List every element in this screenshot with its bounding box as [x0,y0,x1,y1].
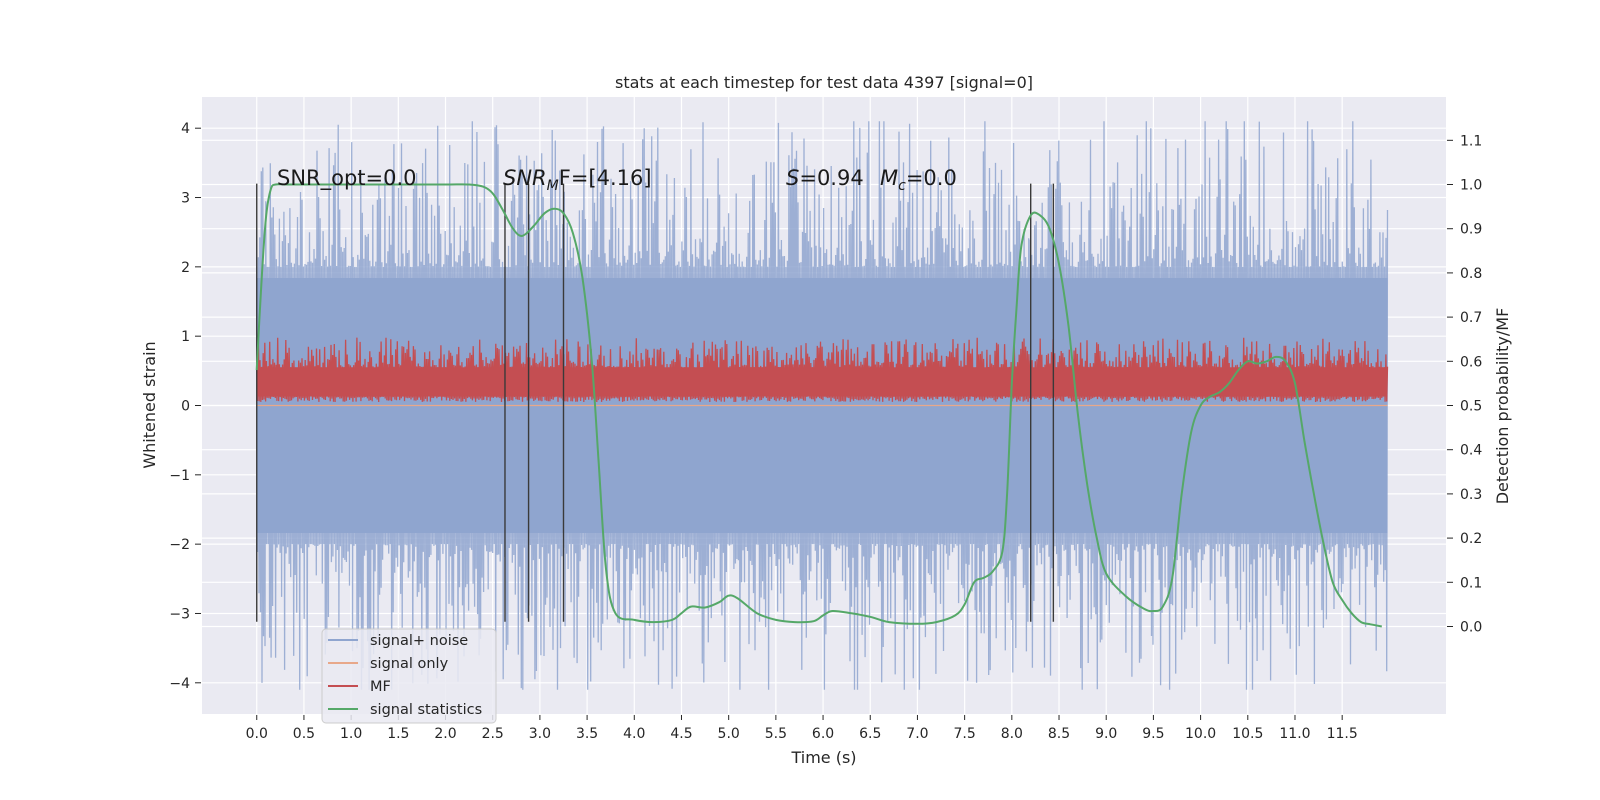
y-tick-label: −3 [169,606,190,622]
chart-title: stats at each timestep for test data 439… [615,73,1033,92]
x-tick-label: 7.0 [906,726,928,742]
x-tick-label: 5.5 [765,726,787,742]
y-tick-label: −1 [169,468,190,484]
y-axis-ticks: 4 3 2 1 0 −1 −2 −3 −4 [169,121,201,692]
x-tick-label: 2.5 [482,726,504,742]
y2-tick-label: 0.5 [1460,399,1482,415]
y2-tick-label: 0.2 [1460,531,1482,547]
x-tick-label: 3.0 [529,726,551,742]
x-tick-label: 11.0 [1279,726,1310,742]
annotation-s-base: S [786,166,799,190]
legend: signal+ noise signal only MF signal stat… [321,628,497,724]
legend-label-mf: MF [370,679,391,695]
annotation-mc-value: =0.0 [906,166,957,190]
x-tick-label: 6.0 [812,726,834,742]
annotation-s-value: =0.94 [799,166,863,190]
y-tick-label: 1 [181,329,190,345]
x-tick-label: 0.0 [246,726,268,742]
y2-axis-ticks: 1.1 1.0 0.9 0.8 0.7 0.6 0.5 0.4 0.3 0.2 0.1 0.0 [1447,133,1482,635]
y2-tick-label: 0.8 [1460,266,1482,282]
y2-tick-label: 0.3 [1460,487,1482,503]
x-tick-label: 10.5 [1232,726,1263,742]
y-axis-label: Whitened strain [140,341,159,468]
x-tick-label: 8.0 [1001,726,1023,742]
x-tick-label: 1.0 [340,726,362,742]
legend-label-signal-only: signal only [370,656,449,672]
series-signal-statistics-line [255,183,1383,628]
x-tick-label: 4.5 [670,726,692,742]
y2-axis-label: Detection probability/MF [1493,308,1512,505]
annotation-snr-opt: SNR_opt=0.0 [277,166,417,191]
y2-tick-label: 0.4 [1460,443,1482,459]
x-tick-label: 1.5 [387,726,409,742]
y2-tick-label: 1.0 [1460,178,1482,194]
x-tick-label: 5.0 [718,726,740,742]
annotation-snr-mf: SNRMF=[4.16] [503,166,652,194]
x-tick-label: 4.0 [623,726,645,742]
y2-tick-label: 0.9 [1460,222,1482,238]
x-tick-label: 11.5 [1327,726,1358,742]
y-tick-label: 2 [181,260,190,276]
y2-tick-label: 1.1 [1460,133,1482,149]
x-tick-label: 8.5 [1048,726,1070,742]
annotation-snr-mf-sub: M [547,178,559,194]
y2-tick-label: 0.1 [1460,575,1482,591]
x-tick-label: 0.5 [293,726,315,742]
x-tick-label: 9.0 [1095,726,1117,742]
series-mf-band [256,367,1388,397]
y2-tick-label: 0.0 [1460,619,1482,635]
vertical-markers [256,183,1055,622]
y2-tick-label: 0.7 [1460,310,1482,326]
y-tick-label: −2 [169,537,190,553]
legend-box [321,628,497,724]
y-tick-label: −4 [169,676,190,692]
y-tick-label: 0 [181,399,190,415]
x-tick-label: 6.5 [859,726,881,742]
y-tick-label: 3 [181,191,190,207]
annotation-mc-sub: c [898,178,906,194]
annotation-mc-base: M [880,166,898,190]
x-tick-label: 9.5 [1142,726,1164,742]
x-axis-ticks: 0.0 0.5 1.0 1.5 2.0 2.5 3.0 3.5 4.0 4.5 5.0 5.5 6.0 6… [246,715,1358,742]
legend-label-signal-statistics: signal statistics [370,702,482,718]
x-axis-label: Time (s) [790,748,856,767]
annotation-snr-mf-value: F=[4.16] [559,166,652,190]
x-tick-label: 10.0 [1185,726,1216,742]
series-signal-noise-line [256,121,1389,690]
y2-tick-label: 0.6 [1460,354,1482,370]
annotation-mc: Mc=0.0 [880,166,957,194]
annotation-snr-mf-base: SNR [503,166,547,190]
x-tick-label: 3.5 [576,726,598,742]
legend-label-signal-noise: signal+ noise [370,633,468,649]
y-tick-label: 4 [181,121,190,137]
annotation-s: S=0.94 [786,166,864,190]
x-tick-label: 2.0 [434,726,456,742]
x-tick-label: 7.5 [954,726,976,742]
